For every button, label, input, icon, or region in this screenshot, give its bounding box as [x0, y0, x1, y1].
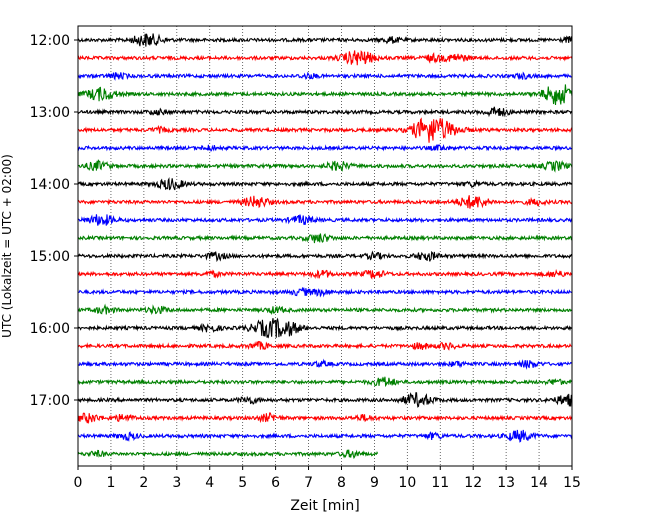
trace-row-1745 — [77, 449, 379, 460]
trace-row-1215 — [77, 50, 573, 66]
y-tick-label-1400: 14:00 — [30, 177, 70, 193]
y-tick-label-1700: 17:00 — [30, 393, 70, 409]
x-tick-label-0: 0 — [74, 475, 83, 491]
trace-row-1515 — [77, 268, 573, 280]
trace-row-1615 — [77, 340, 573, 351]
y-tick-label-1600: 16:00 — [30, 321, 70, 337]
x-tick-label-6: 6 — [271, 475, 280, 491]
plot-frame — [77, 25, 573, 467]
x-tick-label-10: 10 — [398, 475, 416, 491]
trace-row-1500 — [77, 250, 573, 263]
x-tick-label-4: 4 — [205, 475, 214, 491]
trace-row-1530 — [77, 286, 573, 298]
x-tick-label-14: 14 — [530, 475, 548, 491]
trace-row-1345 — [77, 159, 573, 173]
y-tick-label-1500: 15:00 — [30, 249, 70, 265]
trace-row-1330 — [77, 143, 573, 153]
trace-row-1200 — [77, 33, 573, 47]
y-tick-label-1200: 12:00 — [30, 33, 70, 49]
x-tick-label-8: 8 — [337, 475, 346, 491]
trace-row-1730 — [77, 429, 573, 443]
trace-row-1645 — [77, 376, 573, 388]
x-axis-label: Zeit [min] — [290, 498, 359, 514]
x-tick-label-5: 5 — [238, 475, 247, 491]
trace-row-1545 — [77, 303, 573, 316]
trace-row-1630 — [77, 358, 573, 370]
x-tick-label-9: 9 — [370, 475, 379, 491]
x-tick-label-3: 3 — [172, 475, 181, 491]
x-ticks: 0 1 2 3 4 5 6 7 8 9 10 11 12 13 14 15 — [74, 466, 581, 491]
x-tick-label-7: 7 — [304, 475, 313, 491]
y-tick-label-1300: 13:00 — [30, 105, 70, 121]
x-tick-label-15: 15 — [563, 475, 581, 491]
trace-row-1300 — [77, 106, 573, 118]
y-axis-label: UTC (Lokalzeit = UTC + 02:00) — [0, 154, 14, 338]
x-tick-label-12: 12 — [464, 475, 482, 491]
grid — [110, 26, 540, 466]
x-tick-label-1: 1 — [106, 475, 115, 491]
trace-row-1600 — [77, 317, 573, 339]
trace-row-1430 — [77, 214, 573, 226]
trace-row-1715 — [77, 412, 573, 425]
trace-row-1700 — [77, 392, 573, 408]
y-ticks: 12:00 13:00 14:00 15:00 16:00 17:00 — [30, 33, 78, 409]
trace-row-1445 — [77, 233, 573, 244]
x-tick-label-13: 13 — [497, 475, 515, 491]
x-tick-label-11: 11 — [431, 475, 449, 491]
trace-row-1400 — [77, 176, 573, 191]
x-tick-label-2: 2 — [139, 475, 148, 491]
trace-row-1315 — [77, 117, 573, 143]
trace-row-1245 — [77, 84, 573, 105]
trace-row-1415 — [77, 195, 573, 209]
traces — [77, 33, 573, 460]
trace-row-1230 — [77, 71, 573, 81]
